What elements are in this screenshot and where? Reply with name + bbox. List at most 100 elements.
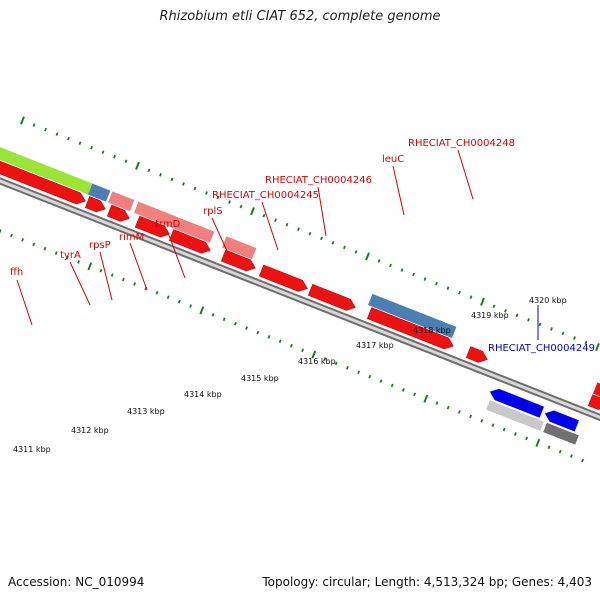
tick-mark (155, 290, 159, 295)
scale-labels: 4311 kbp 4312 kbp 4313 kbp 4314 kbp 4315 kbp… (13, 296, 567, 454)
scale-label: 4311 kbp (13, 445, 51, 454)
tick-mark (561, 331, 565, 336)
tick-mark (285, 222, 289, 227)
forward-gene-arrow (84, 196, 106, 213)
tick-mark (308, 231, 312, 236)
tick-mark (166, 295, 170, 300)
tick-mark (121, 277, 125, 282)
tick-mark (124, 159, 128, 164)
tick-mark (20, 116, 25, 125)
tick-mark (504, 308, 507, 313)
tick-mark (133, 282, 137, 286)
forward-gene-arrow (220, 249, 256, 272)
callout-line (457, 149, 474, 200)
gene-ffh-bar (0, 147, 93, 195)
callout-line (317, 186, 327, 237)
gene-label: rimM (119, 232, 144, 243)
tick-mark (320, 236, 323, 241)
tick-mark (502, 427, 506, 432)
tick-mark (377, 259, 381, 263)
tick-mark (32, 242, 36, 247)
tick-mark (205, 191, 208, 195)
tick-mark (44, 127, 47, 132)
scale-label: 4315 kbp (241, 374, 279, 383)
tick-mark (331, 241, 335, 245)
scale-label: 4319 kbp (471, 311, 509, 320)
tick-mark (21, 238, 25, 242)
tick-mark (250, 207, 255, 216)
scale-label: 4317 kbp (356, 341, 394, 350)
tick-mark (99, 268, 103, 273)
tick-mark (177, 299, 181, 304)
tick-mark (301, 348, 305, 352)
tick-mark (343, 245, 346, 250)
forward-gene-arrow (366, 307, 454, 350)
tick-mark (368, 374, 372, 379)
callout-line (99, 251, 113, 301)
tick-mark (581, 458, 585, 463)
tick-mark (525, 436, 529, 441)
reverse-gene-arrow (544, 410, 580, 432)
tick-mark (457, 410, 461, 414)
tick-mark (311, 350, 317, 359)
callout-line (211, 217, 233, 263)
tick-mark (458, 290, 461, 295)
tick-mark (357, 370, 361, 375)
genome-backbone (0, 177, 600, 422)
tick-mark (233, 321, 237, 326)
tick-mark (170, 177, 174, 182)
tick-mark (550, 327, 553, 331)
tick-mark (297, 227, 300, 232)
tick-mark (189, 304, 193, 308)
gene-callouts: ffh tyrA rpsP rimM trmD rplS RHECIAT_CH0004245… (10, 138, 595, 354)
tick-mark (334, 361, 338, 366)
tick-mark (469, 295, 473, 300)
callout-line (69, 261, 91, 306)
tick-mark (43, 246, 47, 251)
tick-mark (0, 229, 2, 233)
inner-tick-ring (0, 229, 585, 463)
forward-gene-arrow (587, 394, 600, 410)
gene-label: tyrA (60, 250, 81, 261)
backbone-core (0, 179, 600, 419)
gene-label: trmD (155, 219, 181, 230)
tick-mark (412, 272, 415, 277)
tick-mark (535, 438, 541, 447)
tick-mark (9, 233, 13, 238)
scale-label: 4318 kbp (413, 326, 451, 335)
scale-label: 4314 kbp (184, 390, 222, 399)
tick-mark (413, 392, 417, 397)
tick-mark (527, 318, 530, 322)
tick-mark (547, 445, 551, 450)
tick-mark (435, 401, 439, 405)
tick-mark (110, 273, 114, 277)
tick-mark (267, 335, 271, 339)
tick-mark (365, 252, 370, 261)
tick-mark (135, 161, 140, 170)
callout-line (261, 201, 279, 251)
gene-features (0, 147, 600, 445)
tick-mark (216, 195, 220, 200)
tick-mark (345, 365, 349, 370)
tick-mark (222, 317, 226, 322)
gene-label: RHECIAT_CH0004249 (488, 343, 595, 354)
callout-line (16, 279, 33, 326)
tick-mark (278, 339, 282, 344)
scale-label: 4312 kbp (71, 426, 109, 435)
tick-mark (480, 418, 484, 423)
forward-gene-arrow (593, 382, 600, 397)
map-title: Rhizobium etli CIAT 652, complete genome (159, 9, 441, 24)
gene-label: RHECIAT_CH0004246 (265, 175, 372, 186)
tick-mark (354, 250, 358, 254)
tick-mark (67, 136, 70, 141)
tick-mark (390, 383, 394, 388)
tick-mark (538, 322, 542, 327)
tick-mark (90, 145, 93, 150)
forward-gene-arrow (134, 215, 170, 238)
tick-mark (573, 336, 576, 340)
scale-label: 4316 kbp (298, 357, 336, 366)
tick-mark (401, 388, 405, 392)
tick-mark (87, 262, 93, 271)
tick-mark (289, 343, 293, 348)
callout-line (129, 242, 148, 291)
